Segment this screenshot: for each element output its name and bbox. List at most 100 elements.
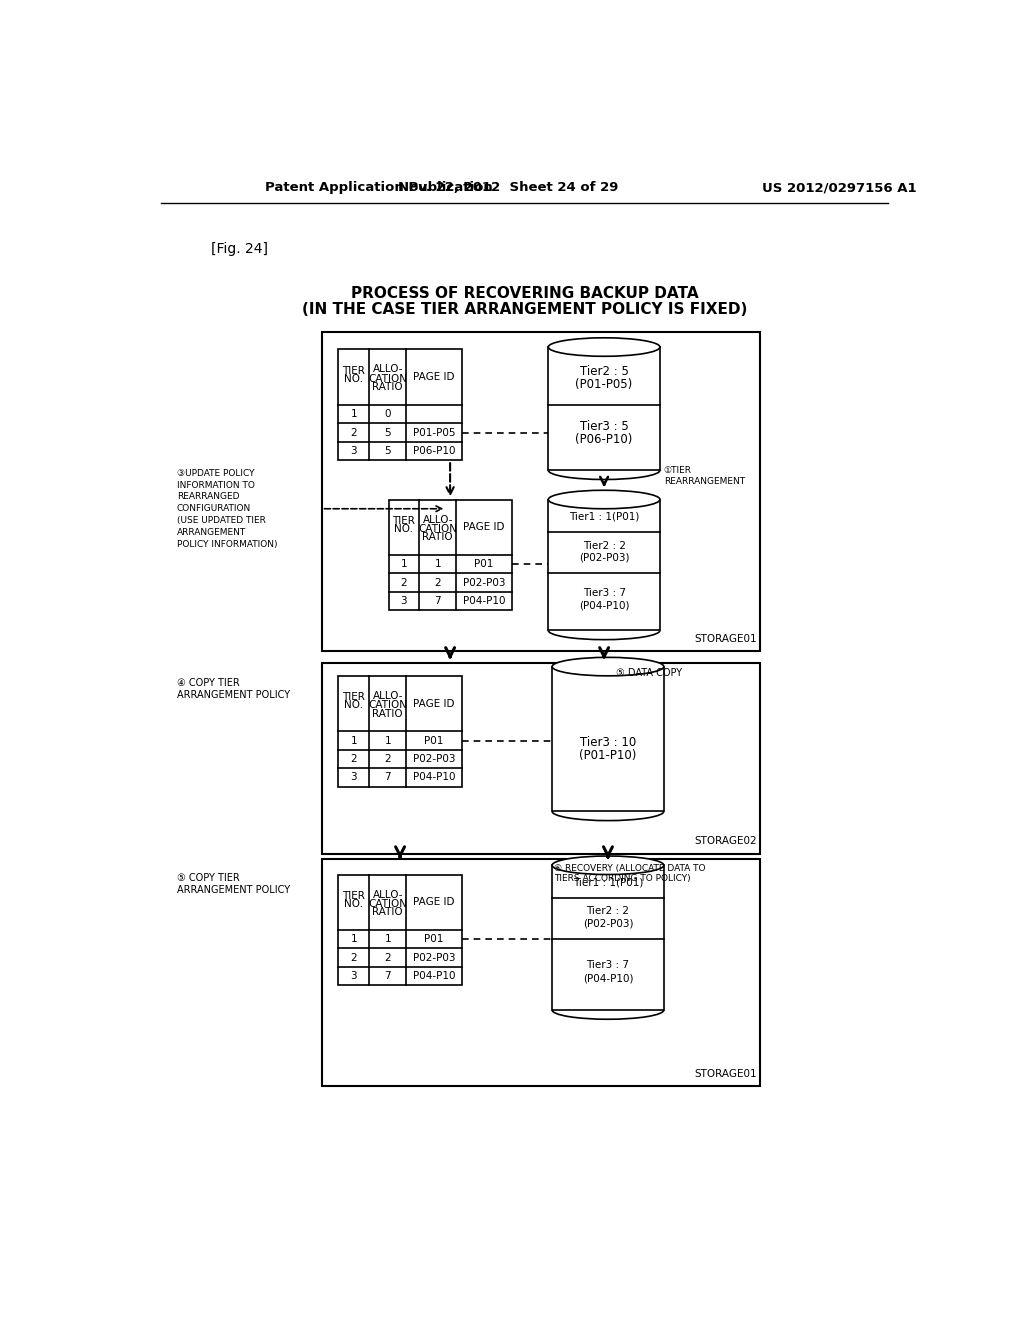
Ellipse shape (552, 855, 664, 874)
Text: 1: 1 (350, 735, 357, 746)
Text: 1: 1 (384, 735, 391, 746)
Text: P04-P10: P04-P10 (463, 597, 505, 606)
Text: P01: P01 (424, 735, 443, 746)
Text: 3: 3 (350, 972, 357, 981)
Text: NO.: NO. (344, 374, 364, 384)
Text: ①TIER
REARRANGEMENT: ①TIER REARRANGEMENT (664, 466, 744, 487)
Text: ALLO-: ALLO- (373, 890, 403, 899)
Text: 7: 7 (384, 972, 391, 981)
Text: 5: 5 (384, 446, 391, 455)
Text: 0: 0 (384, 409, 391, 418)
Text: STORAGE01: STORAGE01 (694, 634, 757, 644)
Text: PROCESS OF RECOVERING BACKUP DATA: PROCESS OF RECOVERING BACKUP DATA (351, 285, 698, 301)
Text: ⑤ COPY TIER
ARRANGEMENT POLICY: ⑤ COPY TIER ARRANGEMENT POLICY (177, 873, 290, 895)
Text: NO.: NO. (394, 524, 414, 533)
Text: (P04-P10): (P04-P10) (579, 601, 630, 611)
Text: STORAGE01: STORAGE01 (694, 1069, 757, 1078)
Text: STORAGE02: STORAGE02 (694, 836, 757, 846)
Text: RATIO: RATIO (373, 709, 403, 718)
Text: US 2012/0297156 A1: US 2012/0297156 A1 (762, 181, 916, 194)
Text: Tier2 : 2: Tier2 : 2 (583, 541, 626, 550)
Text: PAGE ID: PAGE ID (463, 523, 505, 532)
Text: 2: 2 (350, 428, 357, 437)
Text: 2: 2 (384, 754, 391, 764)
Text: Tier2 : 5: Tier2 : 5 (580, 366, 629, 379)
Text: Nov. 22, 2012  Sheet 24 of 29: Nov. 22, 2012 Sheet 24 of 29 (397, 181, 618, 194)
Text: (P06-P10): (P06-P10) (575, 433, 633, 446)
Text: CATION: CATION (369, 700, 408, 710)
Text: 1: 1 (350, 409, 357, 418)
Text: (P02-P03): (P02-P03) (583, 919, 633, 929)
Text: 7: 7 (384, 772, 391, 783)
Text: RATIO: RATIO (373, 907, 403, 917)
Text: (IN THE CASE TIER ARRANGEMENT POLICY IS FIXED): (IN THE CASE TIER ARRANGEMENT POLICY IS … (302, 302, 748, 317)
Text: 2: 2 (350, 953, 357, 962)
Bar (339, 874, 462, 985)
Text: 2: 2 (350, 754, 357, 764)
Text: ALLO-: ALLO- (423, 515, 453, 524)
Text: CATION: CATION (418, 524, 458, 533)
Text: PAGE ID: PAGE ID (414, 372, 455, 381)
Text: P04-P10: P04-P10 (413, 772, 456, 783)
Text: P01: P01 (424, 935, 443, 944)
Bar (388, 499, 512, 610)
Text: ⑤ DATA COPY: ⑤ DATA COPY (615, 668, 682, 678)
Bar (552, 667, 664, 812)
Bar (322, 859, 761, 1086)
Text: Tier3 : 7: Tier3 : 7 (587, 961, 630, 970)
Text: Patent Application Publication: Patent Application Publication (265, 181, 494, 194)
Bar (548, 499, 659, 631)
Text: RATIO: RATIO (423, 532, 453, 543)
Text: 3: 3 (350, 446, 357, 455)
Text: P01-P05: P01-P05 (413, 428, 456, 437)
Text: TIER: TIER (342, 891, 366, 902)
Text: NO.: NO. (344, 899, 364, 908)
Text: 2: 2 (400, 578, 408, 587)
Text: Tier1 : 1(P01): Tier1 : 1(P01) (569, 511, 639, 521)
Text: (P01-P05): (P01-P05) (575, 378, 633, 391)
Bar (339, 676, 462, 787)
Text: 7: 7 (434, 597, 441, 606)
Text: P01: P01 (474, 560, 494, 569)
Ellipse shape (548, 338, 659, 356)
Text: TIER: TIER (342, 693, 366, 702)
Text: (P01-P10): (P01-P10) (580, 750, 637, 763)
Text: CATION: CATION (369, 374, 408, 384)
Text: RATIO: RATIO (373, 381, 403, 392)
Text: Tier3 : 7: Tier3 : 7 (583, 589, 626, 598)
Text: CATION: CATION (369, 899, 408, 908)
Bar (548, 347, 659, 470)
Text: 3: 3 (400, 597, 408, 606)
Text: 1: 1 (434, 560, 441, 569)
Text: (P02-P03): (P02-P03) (579, 552, 630, 562)
Text: Tier2 : 2: Tier2 : 2 (587, 907, 630, 916)
Text: 1: 1 (350, 935, 357, 944)
Text: ④ COPY TIER
ARRANGEMENT POLICY: ④ COPY TIER ARRANGEMENT POLICY (177, 678, 290, 700)
Text: P06-P10: P06-P10 (413, 446, 456, 455)
Text: Tier3 : 5: Tier3 : 5 (580, 420, 629, 433)
Text: 2: 2 (384, 953, 391, 962)
Text: 1: 1 (384, 935, 391, 944)
Bar (322, 331, 761, 651)
Text: P02-P03: P02-P03 (463, 578, 505, 587)
Text: ⑥ RECOVERY (ALLOCATE DATA TO
TIERS ACCORDING TO POLICY): ⑥ RECOVERY (ALLOCATE DATA TO TIERS ACCOR… (554, 863, 706, 883)
Text: 1: 1 (400, 560, 408, 569)
Text: Tier3 : 10: Tier3 : 10 (580, 737, 636, 750)
Text: TIER: TIER (342, 366, 366, 376)
Text: ALLO-: ALLO- (373, 364, 403, 375)
Bar (322, 663, 761, 854)
Text: ③UPDATE POLICY
INFORMATION TO
REARRANGED
CONFIGURATION
(USE UPDATED TIER
ARRANGE: ③UPDATE POLICY INFORMATION TO REARRANGED… (177, 469, 278, 549)
Text: TIER: TIER (392, 516, 416, 527)
Text: 3: 3 (350, 772, 357, 783)
Text: 5: 5 (384, 428, 391, 437)
Text: ALLO-: ALLO- (373, 690, 403, 701)
Text: NO.: NO. (344, 700, 364, 710)
Text: PAGE ID: PAGE ID (414, 898, 455, 907)
Bar (339, 350, 462, 461)
Text: P04-P10: P04-P10 (413, 972, 456, 981)
Text: (P04-P10): (P04-P10) (583, 973, 633, 983)
Bar (552, 866, 664, 1010)
Ellipse shape (548, 490, 659, 508)
Text: PAGE ID: PAGE ID (414, 698, 455, 709)
Text: P02-P03: P02-P03 (413, 953, 456, 962)
